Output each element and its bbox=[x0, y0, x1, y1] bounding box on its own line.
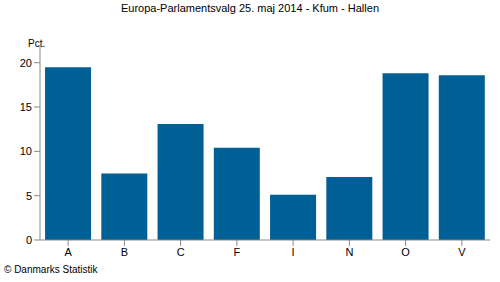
svg-text:N: N bbox=[345, 246, 353, 258]
svg-text:B: B bbox=[121, 246, 128, 258]
svg-text:A: A bbox=[64, 246, 72, 258]
svg-text:10: 10 bbox=[20, 145, 32, 157]
html-text:Europa-Parlamentsvalg 25. maj: Europa-Parlamentsvalg 25. maj 2014 - Kfu… bbox=[121, 2, 379, 14]
svg-text:F: F bbox=[234, 246, 241, 258]
svg-text:5: 5 bbox=[26, 190, 32, 202]
svg-text:I: I bbox=[292, 246, 295, 258]
svg-text:V: V bbox=[458, 246, 466, 258]
html-text:Pct.: Pct. bbox=[28, 38, 46, 49]
svg-text:O: O bbox=[401, 246, 410, 258]
html-text:© Danmarks Statistik: © Danmarks Statistik bbox=[4, 264, 98, 275]
svg-text:C: C bbox=[177, 246, 185, 258]
svg-text:20: 20 bbox=[20, 57, 32, 69]
svg-text:15: 15 bbox=[20, 101, 32, 113]
svg-text:0: 0 bbox=[26, 234, 32, 246]
